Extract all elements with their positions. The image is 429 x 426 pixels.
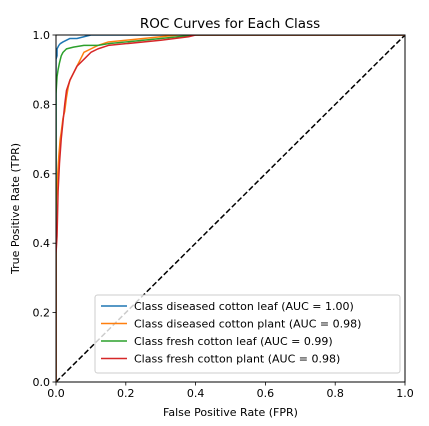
- x-tick-label: 0.8: [326, 387, 344, 400]
- chart-title: ROC Curves for Each Class: [140, 16, 320, 32]
- y-tick-label: 0.8: [33, 98, 51, 111]
- y-tick-label: 1.0: [33, 29, 51, 42]
- series-line-4: [56, 35, 405, 382]
- y-axis-label: True Positive Rate (TPR): [9, 143, 22, 275]
- x-tick-label: 0.6: [257, 387, 275, 400]
- legend-entry: Class diseased cotton plant (AUC = 0.98): [134, 318, 361, 331]
- x-tick-label: 1.0: [396, 387, 414, 400]
- y-tick-label: 0.2: [33, 307, 51, 320]
- legend-entry: Class fresh cotton leaf (AUC = 0.99): [134, 335, 333, 348]
- legend-entry: Class fresh cotton plant (AUC = 0.98): [134, 353, 340, 366]
- series-line-1: [56, 35, 405, 382]
- y-tick-label: 0.0: [33, 376, 51, 389]
- x-axis-label: False Positive Rate (FPR): [163, 406, 298, 419]
- y-axis: 0.0 0.2 0.4 0.6 0.8 1.0: [33, 29, 56, 389]
- x-tick-label: 0.2: [117, 387, 135, 400]
- y-tick-label: 0.4: [33, 237, 51, 250]
- x-axis: 0.0 0.2 0.4 0.6 0.8 1.0: [47, 382, 414, 400]
- legend: Class diseased cotton leaf (AUC = 1.00) C…: [94, 294, 401, 374]
- x-tick-label: 0.4: [187, 387, 205, 400]
- series-line-3: [56, 35, 405, 382]
- legend-entry: Class diseased cotton leaf (AUC = 1.00): [134, 300, 354, 313]
- plot-frame: [55, 34, 406, 383]
- legend-box: [94, 294, 401, 374]
- y-tick-label: 0.6: [33, 168, 51, 181]
- x-tick-label: 0.0: [47, 387, 65, 400]
